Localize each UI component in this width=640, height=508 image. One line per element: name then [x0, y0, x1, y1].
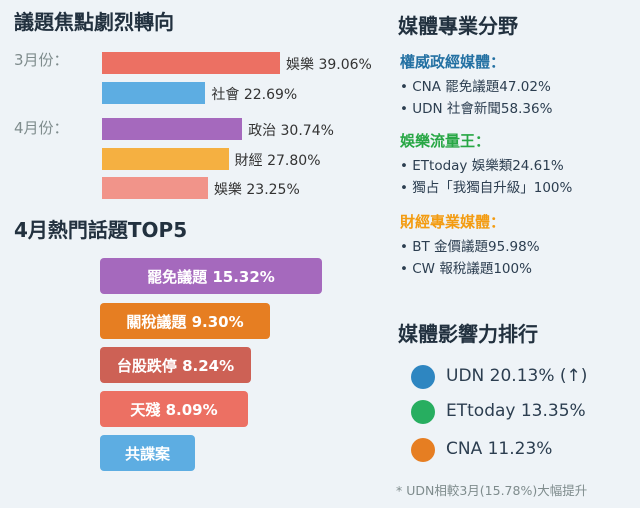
top5-item: 共諜案 [100, 435, 195, 471]
topic-bar-label: 政治 30.74% [248, 123, 334, 139]
topic-bar [102, 82, 206, 104]
influence-label: ETtoday 13.35% [446, 401, 586, 421]
topic-bar-label: 娛樂 23.25% [213, 182, 300, 198]
media-group-title: 權威政經媒體： [400, 53, 506, 71]
media-specialization-title: 媒體專業分野 [398, 14, 518, 38]
media-group-item: • UDN 社會新聞58.36% [400, 101, 553, 117]
top5-item: 罷免議題 15.32% [100, 258, 322, 294]
topic-bar [102, 148, 229, 170]
influence-label: CNA 11.23% [446, 439, 553, 459]
top5-item: 關稅議題 9.30% [100, 303, 270, 339]
influence-ranking-title: 媒體影響力排行 [398, 322, 538, 346]
topic-bar-label: 娛樂 39.06% [286, 57, 372, 73]
month-label-april: 4月份： [14, 119, 69, 137]
influence-dot [411, 365, 435, 389]
top5-item: 天殘 8.09% [100, 391, 248, 427]
media-group-item: • ETtoday 娛樂類24.61% [400, 158, 564, 174]
footnote: * UDN相較3月(15.78%)大幅提升 [396, 483, 588, 498]
media-group-item: • 獨占「我獨自升級」100% [400, 180, 573, 196]
topic-bar-label: 社會 22.69% [211, 87, 298, 103]
topic-bar [102, 177, 208, 199]
topic-shift-title: 議題焦點劇烈轉向 [14, 10, 174, 34]
media-group-item: • BT 金價議題95.98% [400, 239, 540, 255]
topic-bar [102, 52, 280, 74]
media-group-item: • CNA 罷免議題47.02% [400, 79, 551, 95]
influence-label: UDN 20.13% (↑) [446, 366, 588, 386]
media-group-item: • CW 報稅議題100% [400, 261, 532, 277]
topic-bar-label: 財經 27.80% [234, 153, 321, 169]
media-group-title: 娛樂流量王： [400, 132, 491, 150]
influence-dot [411, 438, 435, 462]
top5-title: 4月熱門話題TOP5 [14, 218, 188, 242]
media-group-title: 財經專業媒體： [400, 213, 506, 231]
influence-dot [411, 400, 435, 424]
month-label-march: 3月份： [14, 51, 69, 69]
topic-bar [102, 118, 243, 140]
top5-item: 台股跌停 8.24% [100, 347, 251, 383]
